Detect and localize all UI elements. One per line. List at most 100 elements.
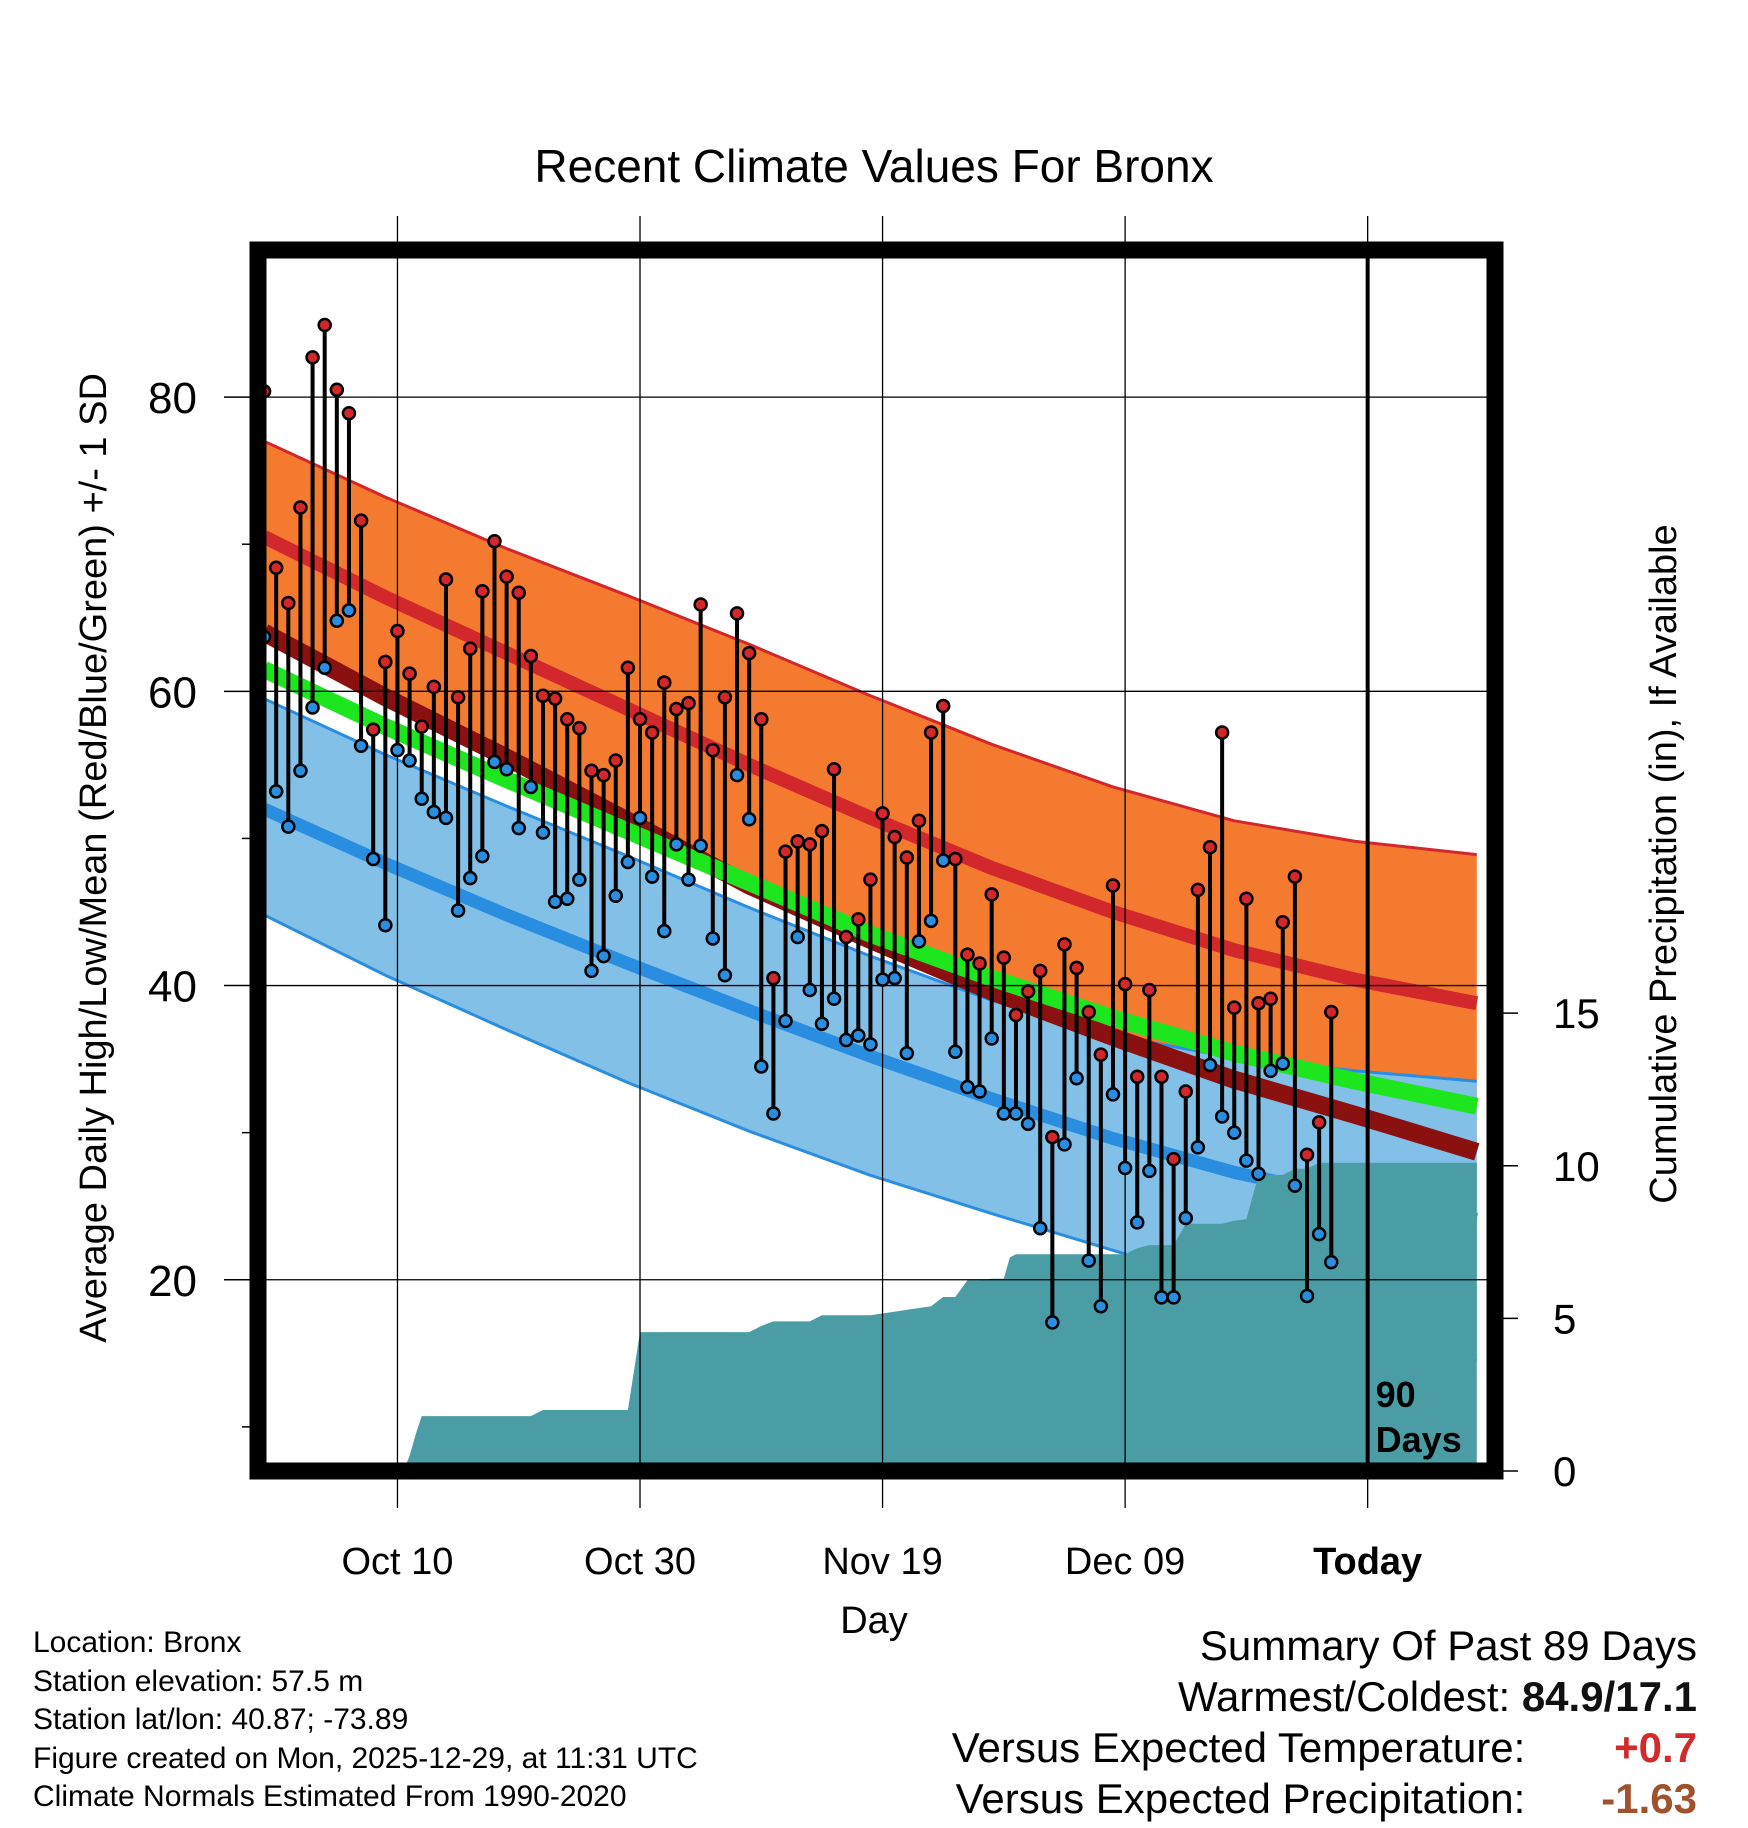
daily-high-point [596, 767, 611, 783]
daily-high-point [475, 584, 490, 599]
plot-frame [249, 241, 1504, 1480]
daily-high-point [1020, 984, 1036, 999]
daily-high-point [875, 806, 890, 821]
daily-low-point [1251, 1166, 1266, 1182]
daily-low-point [754, 1059, 769, 1074]
daily-low-point [1020, 1116, 1036, 1132]
daily-low-point [802, 982, 818, 998]
daily-high-point [851, 912, 866, 927]
daily-low-point [535, 825, 551, 840]
summary-warmest-row: Warmest/Coldest: 84.9/17.1 [952, 1671, 1697, 1722]
daily-low-point [281, 819, 296, 834]
x-tick-label: Oct 30 [584, 1541, 696, 1583]
daily-high-point [1190, 882, 1206, 898]
daily-high-point [984, 887, 999, 902]
daily-high-point [693, 597, 708, 612]
daily-high-point [281, 595, 296, 611]
daily-high-point [948, 851, 963, 867]
daily-high-point [632, 712, 648, 727]
station-info: Location: Bronx Station elevation: 57.5 … [33, 1624, 698, 1817]
daily-high-point [754, 712, 769, 727]
daily-low-point [1178, 1210, 1193, 1226]
daily-high-point [899, 850, 915, 865]
daily-low-point [560, 891, 575, 906]
daily-high-point [1057, 937, 1072, 952]
daily-high-point [644, 725, 660, 740]
daily-low-point [1299, 1288, 1315, 1304]
daily-low-point [681, 872, 696, 887]
daily-low-point [996, 1106, 1012, 1121]
daily-low-point [632, 810, 648, 826]
daily-high-point [1045, 1129, 1060, 1145]
daily-low-point [1239, 1153, 1254, 1168]
daily-high-point [402, 666, 417, 681]
daily-low-point [426, 804, 442, 820]
daily-low-point [1081, 1253, 1096, 1268]
summary-temp-row: Versus Expected Temperature: +0.7 [952, 1722, 1697, 1773]
daily-low-point [1008, 1106, 1024, 1121]
daily-low-point [1214, 1109, 1230, 1124]
daily-low-point [826, 991, 842, 1007]
daily-low-point [741, 812, 757, 827]
daily-low-point [1202, 1057, 1218, 1073]
daily-high-point [293, 500, 308, 515]
daily-low-point [523, 779, 539, 795]
x-tick-label: Nov 19 [822, 1541, 942, 1583]
daily-low-point [487, 754, 502, 770]
daily-low-point [960, 1079, 975, 1095]
daily-low-point [911, 934, 927, 949]
high-normal-line [260, 530, 1479, 1011]
daily-high-point [341, 406, 357, 421]
info-created: Figure created on Mon, 2025-12-29, at 11… [33, 1741, 698, 1775]
daily-low-point [329, 613, 345, 628]
daily-high-point [499, 569, 514, 584]
today-days-number: 90 [1376, 1374, 1416, 1415]
daily-high-point [972, 956, 987, 971]
daily-low-point [984, 1031, 999, 1046]
y2-tick-label: 10 [1553, 1143, 1600, 1190]
daily-high-point [1069, 960, 1084, 976]
y2-tick-label: 15 [1553, 990, 1600, 1037]
daily-high-point [802, 837, 818, 852]
summary-warmest-label: Warmest/Coldest: [1177, 1673, 1511, 1720]
daily-high-point [766, 970, 781, 986]
y-tick-label: 20 [148, 1257, 197, 1306]
summary-panel: Summary Of Past 89 Days Warmest/Coldest:… [952, 1620, 1697, 1824]
daily-high-point [305, 350, 320, 365]
daily-high-point [717, 689, 733, 705]
daily-high-point [523, 648, 539, 664]
daily-low-point [1105, 1087, 1121, 1102]
daily-high-point [1324, 1004, 1339, 1020]
daily-high-point [1202, 840, 1218, 855]
daily-low-point [863, 1037, 878, 1052]
daily-high-point [1129, 1069, 1145, 1084]
x-tick-label: Today [1313, 1541, 1422, 1583]
daily-high-point [1154, 1069, 1169, 1084]
daily-low-point [1032, 1221, 1048, 1236]
y-tick-label: 60 [148, 668, 197, 717]
daily-high-point [414, 719, 429, 734]
daily-low-point [1117, 1160, 1133, 1176]
daily-low-point [705, 931, 721, 946]
daily-low-point [1093, 1298, 1109, 1314]
info-elevation: Station elevation: 57.5 m [33, 1664, 364, 1698]
daily-low-point [608, 888, 624, 904]
daily-high-point [1166, 1151, 1181, 1167]
info-location: Location: Bronx [33, 1626, 242, 1659]
summary-title: Summary Of Past 89 Days [1199, 1622, 1697, 1669]
daily-high-point [450, 689, 466, 705]
precip-area [264, 1162, 1477, 1471]
daily-low-point [547, 894, 563, 909]
daily-low-point [305, 700, 320, 715]
daily-high-point [657, 675, 672, 690]
summary-precip-row: Versus Expected Precipitation: -1.63 [952, 1773, 1697, 1824]
daily-low-point [1166, 1290, 1181, 1305]
daily-high-point [1142, 982, 1157, 998]
daily-high-point [535, 688, 551, 703]
daily-low-point [644, 869, 660, 884]
daily-high-point [923, 725, 939, 740]
summary-precip-value: -1.63 [1601, 1775, 1697, 1822]
daily-high-point [329, 382, 345, 398]
y-tick-label: 80 [148, 374, 197, 423]
